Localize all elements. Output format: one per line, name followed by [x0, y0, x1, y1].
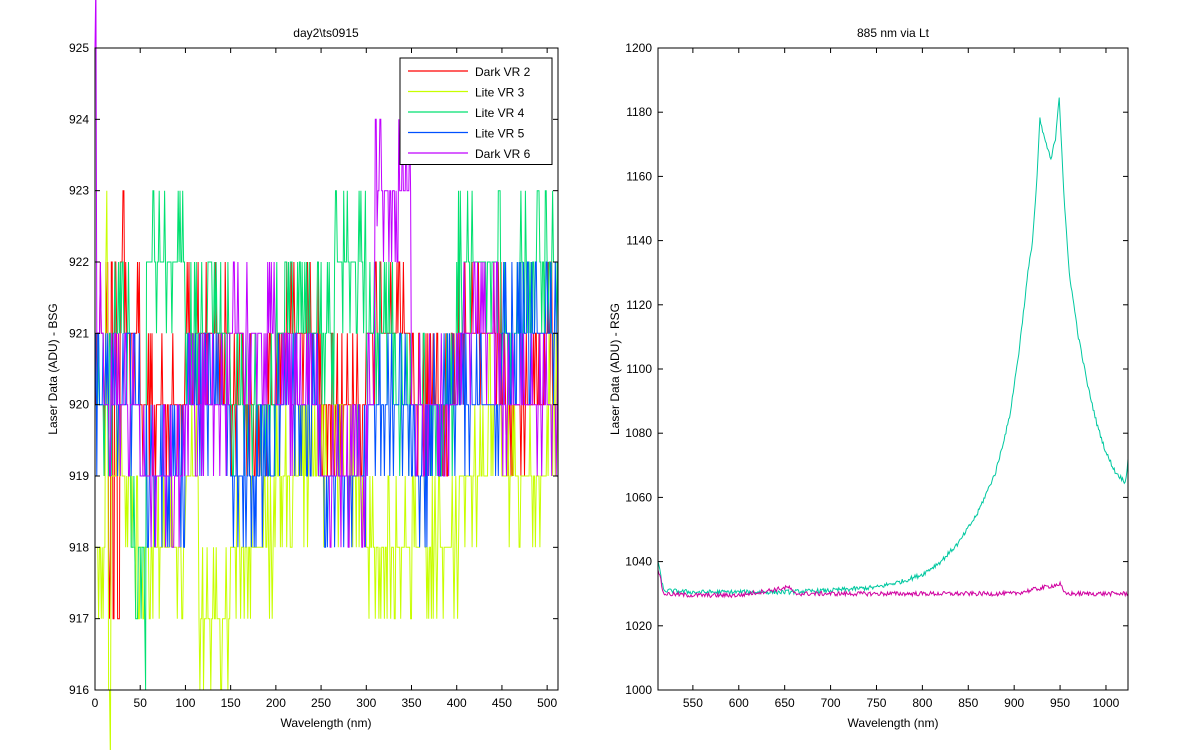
chart-left-xtick-label: 250: [311, 696, 331, 710]
chart-right-series-1: [657, 569, 1129, 599]
chart-left-xtick-label: 400: [447, 696, 467, 710]
chart-left-xtick-label: 350: [401, 696, 421, 710]
chart-right-xtick-label: 600: [729, 696, 749, 710]
chart-right-ytick-label: 1020: [625, 619, 652, 633]
chart-left-frame: [94, 47, 559, 691]
legend-entry-label: Lite VR 4: [475, 106, 525, 120]
chart-right-title: 885 nm via Lt: [857, 26, 930, 40]
chart-left-ylabel: Laser Data (ADU) - BSG: [46, 303, 60, 434]
chart-right-ytick-label: 1180: [626, 105, 652, 119]
chart-right-ytick-label: 1060: [625, 490, 652, 504]
chart-left-xtick-label: 100: [175, 696, 195, 710]
chart-left-ytick-label: 920: [69, 398, 89, 412]
chart-right-ytick-label: 1080: [625, 426, 652, 440]
chart-right-series-group: [657, 97, 1129, 599]
chart-left-legend: Dark VR 2 Lite VR 3 Lite VR 4 Lite VR 5 Dark…: [399, 57, 553, 165]
chart-right: 550 600 650 700 750 800 850 900 950 1000 1000 1020 1…: [608, 26, 1129, 730]
chart-left-ticks: 0 50 100 150 200 250 300 350 400 450 500 916 917 918 9…: [69, 41, 558, 710]
chart-left-series-group: [94, 0, 559, 750]
chart-right-series-0: [657, 97, 1129, 597]
chart-left: 0 50 100 150 200 250 300 350 400 450 500 916 917 918 9…: [46, 0, 559, 750]
chart-left-ytick-label: 917: [69, 612, 89, 626]
legend-entry-label: Dark VR 6: [475, 147, 531, 161]
chart-left-xlabel: Wavelength (nm): [281, 716, 372, 730]
chart-right-xtick-label: 850: [958, 696, 978, 710]
chart-right-ytick-label: 1140: [626, 234, 652, 248]
chart-right-ytick-label: 1100: [626, 362, 652, 376]
legend-box: [399, 57, 553, 165]
chart-right-ytick-label: 1000: [625, 683, 652, 697]
chart-left-xtick-label: 300: [356, 696, 376, 710]
chart-right-frame: [657, 47, 1129, 691]
chart-right-xtick-label: 800: [912, 696, 932, 710]
legend-entry-label: Lite VR 3: [475, 86, 525, 100]
chart-right-ytick-label: 1200: [625, 41, 652, 55]
chart-left-title: day2\ts0915: [293, 26, 359, 40]
chart-right-ytick-label: 1120: [626, 298, 652, 312]
chart-right-ylabel: Laser Data (ADU) - RSG: [608, 303, 622, 435]
chart-left-ytick-label: 924: [69, 112, 89, 126]
chart-right-xtick-label: 550: [683, 696, 703, 710]
chart-left-xtick-label: 450: [492, 696, 512, 710]
chart-left-xtick-label: 150: [221, 696, 241, 710]
chart-left-series-4: [94, 0, 559, 548]
chart-right-xtick-label: 1000: [1093, 696, 1120, 710]
chart-left-series-0: [94, 190, 559, 620]
chart-right-xtick-label: 950: [1050, 696, 1070, 710]
legend-entry-label: Dark VR 2: [475, 65, 531, 79]
chart-right-xtick-label: 750: [866, 696, 886, 710]
chart-right-plot-area: [657, 47, 1129, 691]
chart-left-ytick-label: 925: [69, 41, 89, 55]
chart-left-ytick-label: 923: [69, 184, 89, 198]
chart-right-xlabel: Wavelength (nm): [848, 716, 939, 730]
chart-right-xtick-label: 900: [1004, 696, 1024, 710]
legend-entry-label: Lite VR 5: [475, 127, 525, 141]
chart-left-xtick-label: 50: [134, 696, 148, 710]
chart-right-xtick-label: 700: [821, 696, 841, 710]
chart-left-xtick-label: 200: [266, 696, 286, 710]
chart-left-xtick-label: 0: [92, 696, 99, 710]
chart-left-ytick-label: 921: [69, 326, 89, 340]
chart-left-xtick-label: 500: [537, 696, 557, 710]
chart-left-ytick-label: 922: [69, 255, 89, 269]
chart-left-ytick-label: 918: [69, 540, 89, 554]
chart-right-ytick-label: 1160: [626, 169, 652, 183]
chart-right-ytick-label: 1040: [625, 555, 652, 569]
chart-left-ytick-label: 916: [69, 683, 89, 697]
chart-left-ytick-label: 919: [69, 469, 89, 483]
chart-right-xtick-label: 650: [775, 696, 795, 710]
